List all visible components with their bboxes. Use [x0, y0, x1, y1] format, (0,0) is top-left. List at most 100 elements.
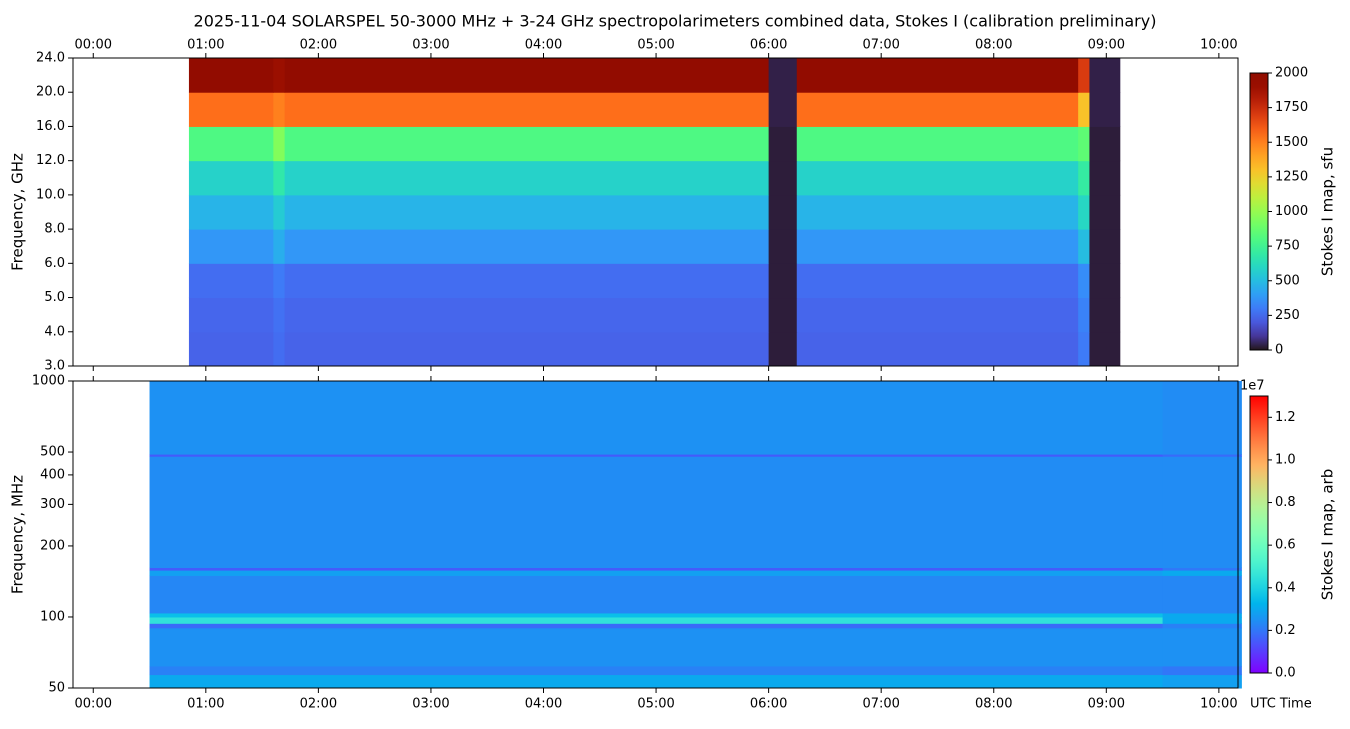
y-tick-label: 400: [40, 467, 65, 482]
x-tick-label: 07:00: [862, 697, 899, 712]
heatmap-cell: [1162, 567, 1242, 571]
heatmap-cell: [149, 570, 1164, 576]
y-tick-label: 20.0: [36, 85, 65, 100]
heatmap-cell: [284, 331, 770, 367]
plot-frame: [72, 380, 1239, 689]
heatmap-cell: [1078, 160, 1090, 196]
heatmap-cell: [768, 229, 798, 264]
heatmap-cell: [284, 92, 770, 127]
colorbar-tick-label: 0.4: [1275, 580, 1296, 595]
colorbar-tick-label: 0: [1275, 343, 1283, 358]
colorbar-tick-label: 1.2: [1275, 410, 1296, 425]
heatmap-cell: [273, 229, 286, 264]
x-tick-label: 03:00: [412, 38, 449, 53]
colorbar-tick-label: 1500: [1275, 135, 1308, 150]
heatmap-cell: [149, 627, 1164, 667]
colorbar: [1249, 72, 1269, 351]
heatmap-cell: [1078, 92, 1090, 127]
heatmap-cell: [1089, 194, 1121, 230]
colorbar-tick-label: 1750: [1275, 100, 1308, 115]
x-tick-label: 09:00: [1088, 38, 1125, 53]
heatmap-cell: [273, 160, 286, 196]
x-tick-label: 06:00: [750, 697, 787, 712]
x-tick-label: 02:00: [300, 697, 337, 712]
heatmap-cell: [768, 263, 798, 299]
colorbar-label: Stokes I map, sfu: [1319, 147, 1337, 276]
x-tick-label: 00:00: [75, 38, 112, 53]
y-tick-label: 6.0: [44, 256, 65, 271]
heatmap-cell: [1162, 616, 1242, 624]
y-tick-label: 24.0: [36, 51, 65, 66]
colorbar-tick-label: 250: [1275, 308, 1300, 323]
colorbar-tick-label: 1000: [1275, 204, 1308, 219]
chart-title: 2025-11-04 SOLARSPEL 50-3000 MHz + 3-24 …: [194, 12, 1157, 31]
heatmap-cell: [273, 263, 286, 299]
heatmap-cell: [273, 126, 286, 162]
heatmap-cell: [188, 229, 274, 264]
heatmap-cell: [284, 229, 770, 264]
heatmap-cell: [273, 58, 286, 93]
heatmap-cell: [1078, 229, 1090, 264]
x-tick-label: 06:00: [750, 38, 787, 53]
x-tick-label: 05:00: [637, 38, 674, 53]
heatmap-cell: [273, 331, 286, 367]
x-tick-label: 08:00: [975, 38, 1012, 53]
y-tick-label: 8.0: [44, 222, 65, 237]
heatmap-cell: [273, 194, 286, 230]
x-tick-label: 08:00: [975, 697, 1012, 712]
y-tick-label: 100: [40, 609, 65, 624]
colorbar-offset: 1e7: [1240, 379, 1265, 394]
heatmap-cell: [796, 58, 1079, 93]
heatmap-cell: [768, 297, 798, 333]
x-tick-label: 10:00: [1200, 697, 1237, 712]
heatmap-cell: [149, 381, 1164, 455]
heatmap-cell: [768, 160, 798, 196]
y-axis-label: Frequency, GHz: [9, 153, 27, 271]
heatmap-cell: [284, 263, 770, 299]
heatmap-cell: [1089, 229, 1121, 264]
x-tick-label: 09:00: [1088, 697, 1125, 712]
heatmap-cell: [1078, 297, 1090, 333]
colorbar-tick-label: 1250: [1275, 169, 1308, 184]
x-tick-label: 02:00: [300, 38, 337, 53]
heatmap-cell: [188, 58, 274, 93]
heatmap-cell: [1162, 627, 1242, 667]
heatmap-cell: [796, 126, 1079, 162]
y-tick-label: 12.0: [36, 153, 65, 168]
heatmap-cell: [768, 126, 798, 162]
heatmap-cell: [284, 58, 770, 93]
heatmap-cell: [1078, 58, 1090, 93]
y-tick-label: 1000: [32, 374, 65, 389]
heatmap-cell: [1162, 665, 1242, 676]
x-tick-label: 01:00: [187, 38, 224, 53]
heatmap-cell: [796, 297, 1079, 333]
y-tick-label: 50: [48, 681, 65, 696]
heatmap-cell: [149, 623, 1164, 629]
heatmap-cell: [188, 92, 274, 127]
colorbar-tick-label: 0.6: [1275, 538, 1296, 553]
heatmap-cell: [768, 58, 798, 93]
heatmap-cell: [768, 92, 798, 127]
heatmap-cell: [188, 160, 274, 196]
heatmap-cell: [149, 456, 1164, 569]
x-tick-label: 10:00: [1200, 38, 1237, 53]
heatmap-cell: [796, 160, 1079, 196]
heatmap-cell: [284, 126, 770, 162]
colorbar-tick-label: 1.0: [1275, 452, 1296, 467]
x-tick-label: 01:00: [187, 697, 224, 712]
heatmap-cell: [1089, 126, 1121, 162]
colorbar-tick-label: 2000: [1275, 66, 1308, 81]
heatmap-cell: [1162, 575, 1242, 614]
heatmap-cell: [188, 297, 274, 333]
heatmap-cell: [284, 194, 770, 230]
x-tick-label: 05:00: [637, 697, 674, 712]
y-tick-label: 200: [40, 538, 65, 553]
heatmap-cell: [149, 674, 1164, 689]
x-axis-label: UTC Time: [1250, 697, 1312, 712]
y-tick-label: 300: [40, 497, 65, 512]
y-tick-label: 16.0: [36, 119, 65, 134]
heatmap-cell: [796, 194, 1079, 230]
heatmap-cell: [796, 331, 1079, 367]
heatmap-cell: [1162, 612, 1242, 618]
